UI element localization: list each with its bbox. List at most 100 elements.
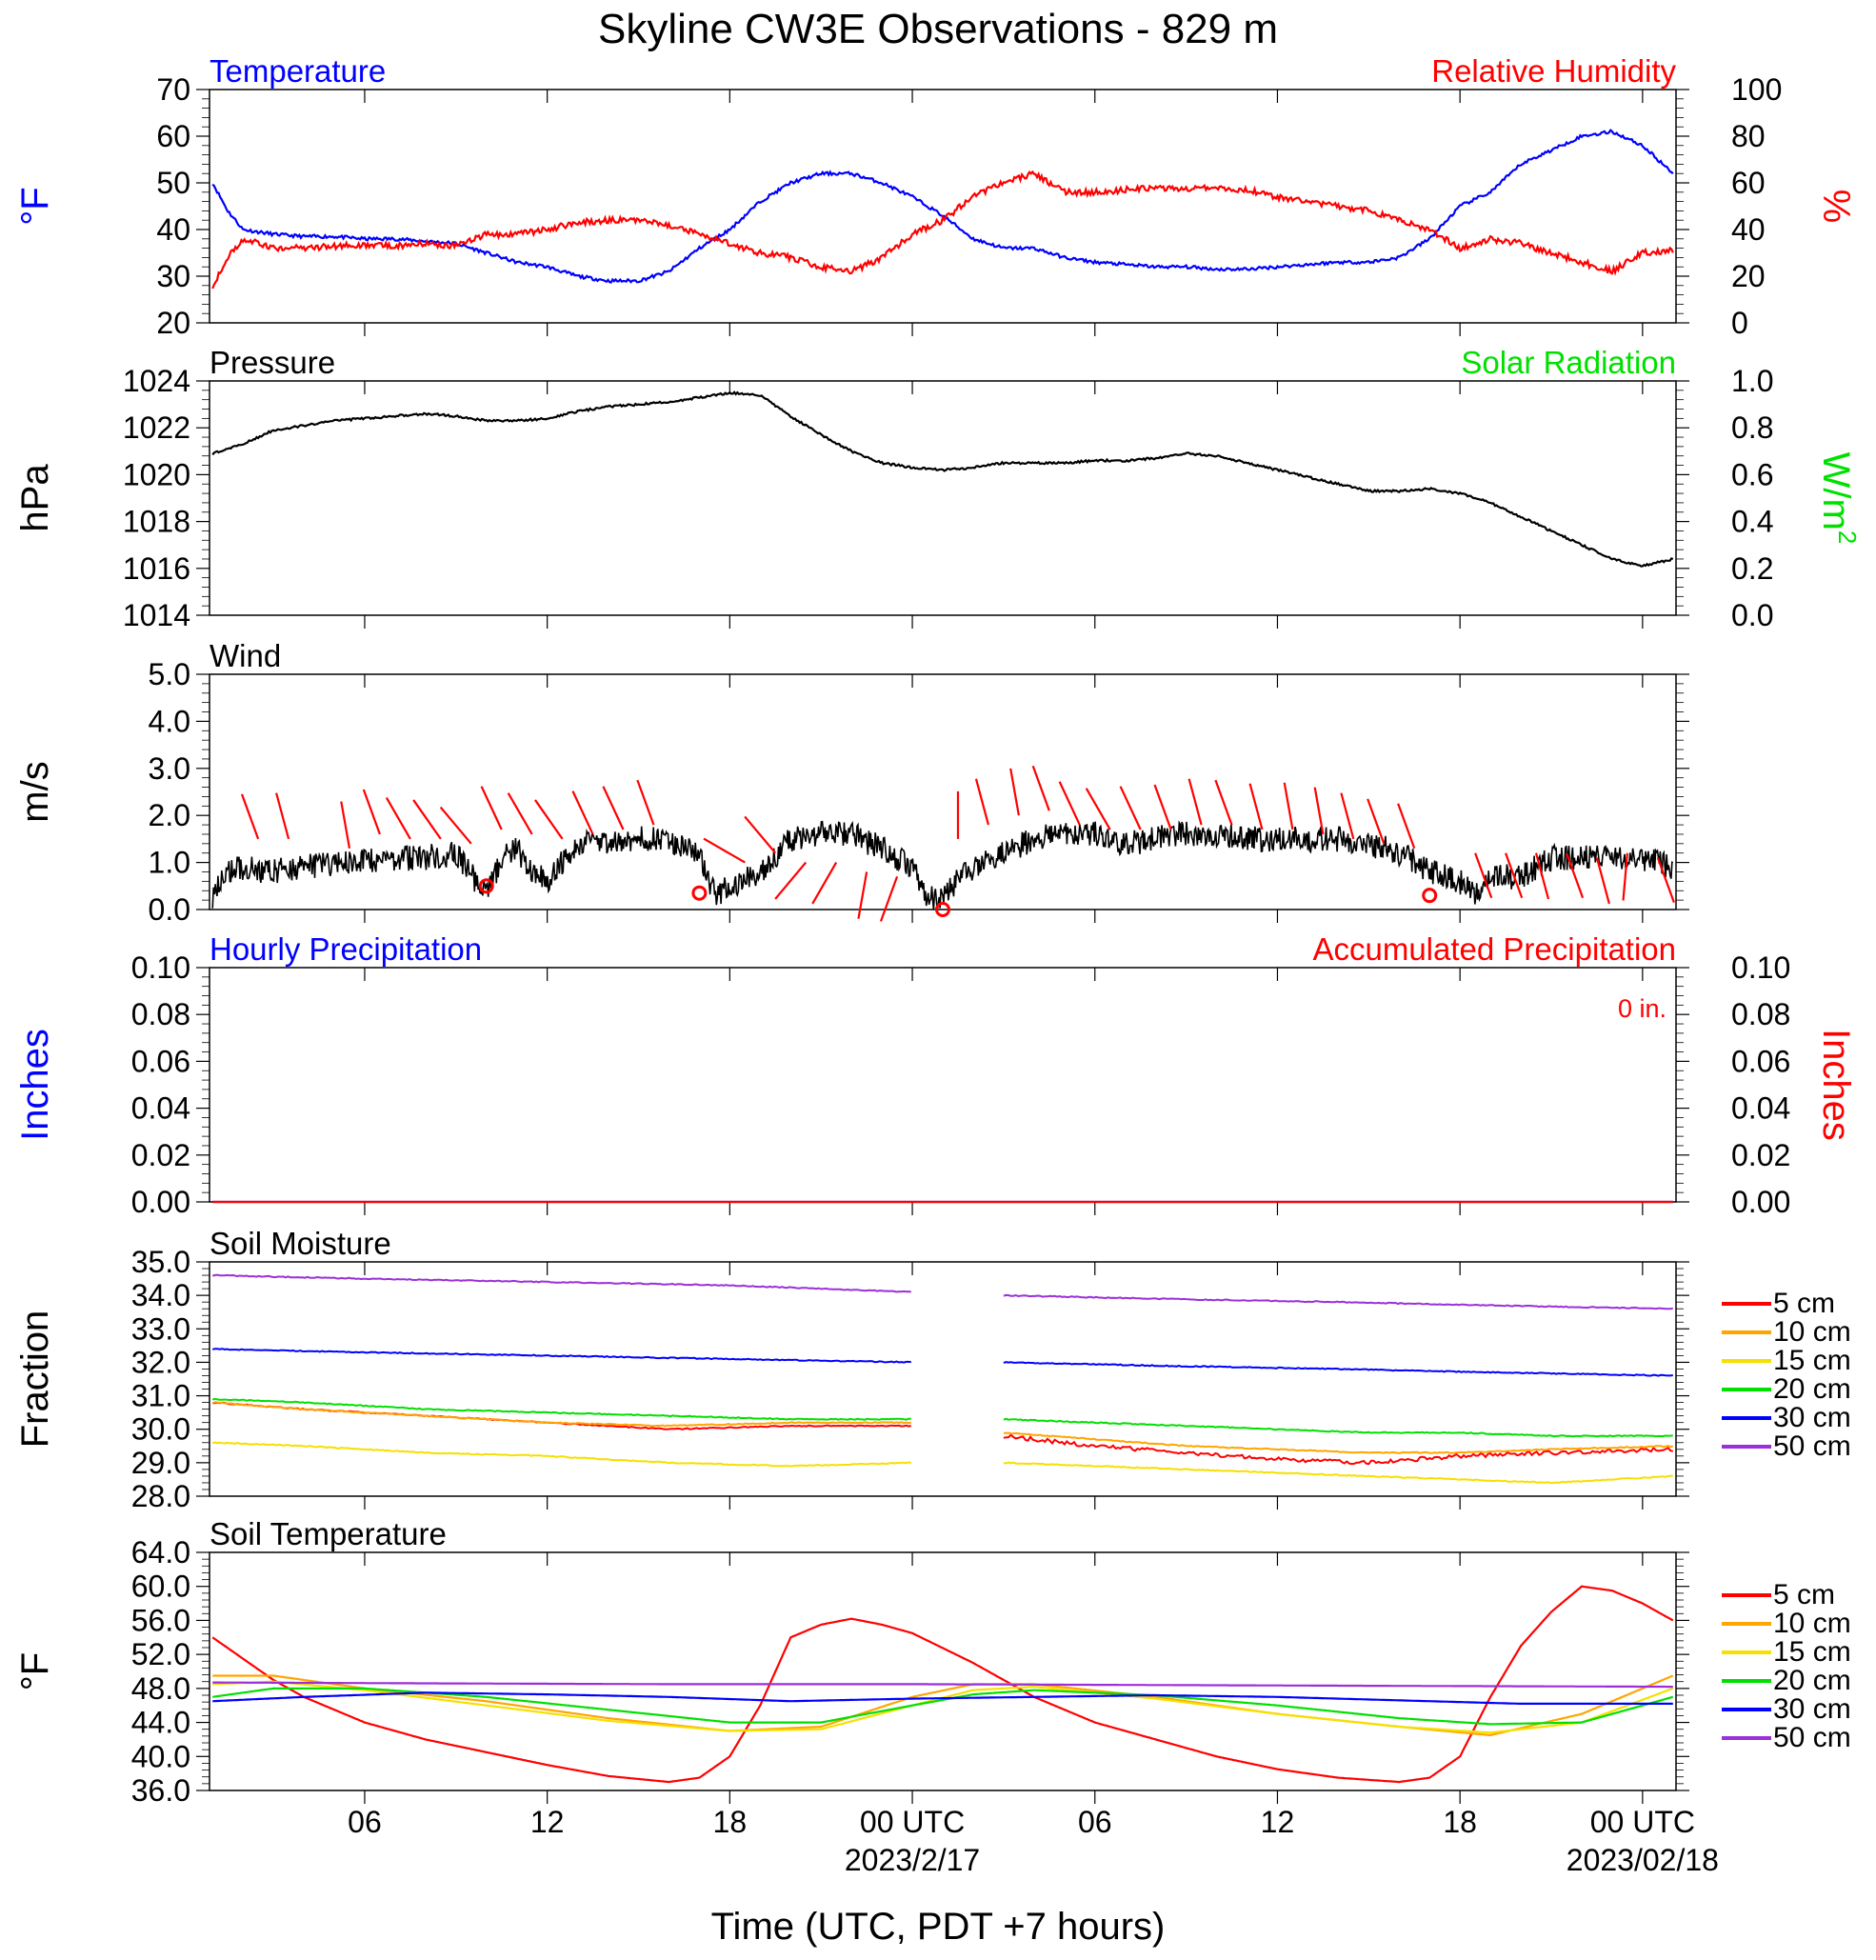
y-tick-label: 35.0 [131, 1245, 190, 1279]
wind-barb [1474, 852, 1493, 899]
x-tick-date-label: 2023/02/18 [1567, 1843, 1719, 1877]
legend-label: 30 cm [1773, 1402, 1851, 1433]
plot-frame [209, 967, 1677, 1203]
y-tick-label: 5.0 [149, 657, 190, 691]
y-right-tick-label: 60 [1731, 166, 1766, 200]
y-tick-label: 29.0 [131, 1446, 190, 1480]
y-tick-label: 30 [156, 259, 190, 293]
y-tick-label: 28.0 [131, 1479, 190, 1513]
y-tick-label: 1014 [123, 598, 190, 632]
wind-barb [1397, 803, 1416, 850]
series-20-cm-line [1003, 1417, 1673, 1438]
panel-title-right: Relative Humidity [1431, 53, 1676, 89]
y-axis-label: hPa [14, 464, 56, 532]
accumulated-total: 0 in. [1618, 994, 1666, 1023]
calm-marker [478, 878, 494, 894]
plot-frame [209, 89, 1677, 324]
wind-barb [1534, 852, 1550, 900]
y-tick-label: 30.0 [131, 1412, 190, 1447]
y-right-tick-label: 100 [1731, 72, 1782, 107]
y-right-tick-label: 0.2 [1731, 551, 1773, 586]
y-tick-label: 1018 [123, 505, 190, 539]
wind-barb [385, 797, 411, 840]
plot-frame [209, 673, 1677, 910]
wind-barb [744, 815, 777, 854]
series-relative-humidity-line [211, 170, 1674, 290]
y-tick-label: 56.0 [131, 1603, 190, 1637]
y-tick-label: 60 [156, 119, 190, 153]
wind-barb [1505, 852, 1524, 899]
series-5-cm-line [212, 1401, 911, 1430]
x-tick-label: 06 [1078, 1805, 1112, 1839]
series-30-cm-line [1003, 1361, 1673, 1377]
y-right-tick-label: 0.10 [1731, 950, 1790, 985]
plot-frame [209, 380, 1677, 616]
y-tick-label: 0.04 [131, 1091, 190, 1126]
wind-barb [811, 862, 838, 905]
y-tick-label: 44.0 [131, 1706, 190, 1740]
y-tick-label: 2.0 [149, 798, 190, 832]
calm-marker [1422, 888, 1438, 904]
panel-soil-temperature: 36.040.044.048.052.056.060.064.0 Soil Tem… [14, 1516, 1851, 1808]
wind-barb [240, 793, 260, 840]
wind-barb [1367, 798, 1386, 845]
plot-frame [209, 1551, 1677, 1791]
y-tick-label: 1016 [123, 551, 190, 586]
series-wind-line [211, 820, 1674, 910]
y-tick-label: 1022 [123, 410, 190, 445]
y-tick-label: 64.0 [131, 1535, 190, 1570]
series-50-cm-line [212, 1681, 1673, 1689]
legend-label: 10 cm [1773, 1316, 1851, 1348]
panel-title: Wind [210, 638, 281, 673]
y-tick-label: 32.0 [131, 1345, 190, 1379]
series-15-cm-line [212, 1680, 1674, 1734]
wind-barb [1283, 782, 1294, 830]
y-tick-label: 31.0 [131, 1379, 190, 1413]
legend-label: 10 cm [1773, 1608, 1851, 1639]
y-right-tick-label: 40 [1731, 212, 1766, 247]
y-tick-label: 34.0 [131, 1278, 190, 1312]
panel-title: Pressure [210, 345, 335, 380]
x-tick-label: 00 UTC [1590, 1805, 1695, 1839]
y-tick-label: 4.0 [149, 704, 190, 738]
y-right-tick-label: 0.06 [1731, 1044, 1790, 1078]
wind-barb [1656, 857, 1675, 904]
panel-title: Temperature [210, 53, 386, 89]
wind-barb [1565, 852, 1585, 899]
wind-barb [774, 861, 808, 900]
superscript: 2 [1833, 530, 1862, 544]
panel-title-right: Accumulated Precipitation [1312, 931, 1676, 967]
y-tick-label: 0.02 [131, 1138, 190, 1172]
y-right-tick-label: 80 [1731, 119, 1766, 153]
wind-barb [1153, 784, 1172, 830]
legend-label: 20 cm [1773, 1373, 1851, 1405]
series-30-cm-line [212, 1691, 1673, 1705]
series-15-cm-line [1003, 1461, 1673, 1485]
y-axis-label: Fraction [14, 1310, 56, 1449]
wind-barb [1009, 768, 1020, 816]
y-tick-label: 0.10 [131, 950, 190, 985]
series-5-cm-line [211, 1585, 1674, 1784]
legend-label: 20 cm [1773, 1665, 1851, 1696]
wind-barb [275, 792, 290, 840]
wind-barb [1214, 779, 1233, 826]
y-tick-label: 0.06 [131, 1044, 190, 1078]
wind-barb [602, 786, 625, 830]
x-axis: 06 12 18 00 UTC 2023/2/17 06 12 18 00 UTC 2023/02… [348, 1805, 1719, 1877]
wind-barb [1595, 857, 1610, 905]
x-tick-label: 00 UTC [860, 1805, 965, 1839]
y-right-tick-label: 0.04 [1731, 1091, 1790, 1126]
wind-barb [974, 778, 989, 826]
wind-barb [1187, 778, 1203, 826]
series-30-cm-line [211, 1348, 911, 1364]
wind-barb [340, 801, 351, 849]
y-tick-label: 3.0 [149, 751, 190, 786]
panel-title: Hourly Precipitation [210, 931, 482, 967]
y-right-tick-label: 0.4 [1731, 505, 1773, 539]
panel-pressure: 1014 1016 1018 1020 1022 1024 0.0 0.2 0.4 0.6 0.8 1… [14, 345, 1862, 632]
y-right-tick-label: 0.8 [1731, 410, 1773, 445]
y-axis-label-right: W/m2 [1815, 452, 1862, 545]
panel-title-right: Solar Radiation [1461, 345, 1676, 380]
